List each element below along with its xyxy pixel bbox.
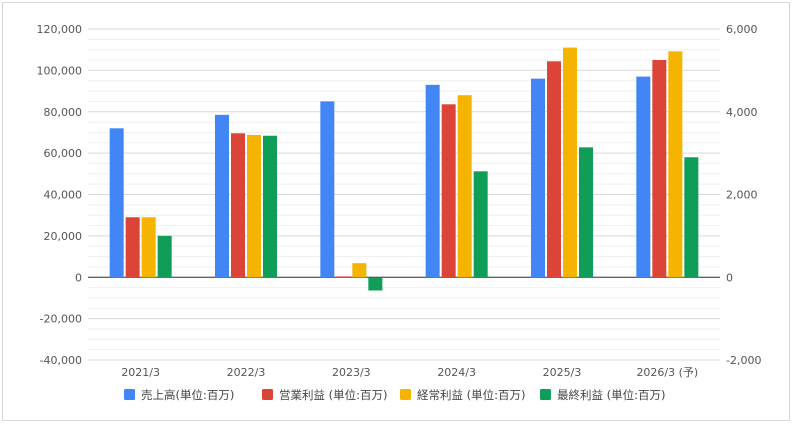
- bar-2-4: [441, 104, 456, 278]
- bar-2-6: [652, 60, 667, 278]
- legend-swatch: [262, 389, 273, 400]
- right-tick-label: -2,000: [726, 354, 761, 367]
- left-tick-label: -40,000: [40, 354, 82, 367]
- bar-2-1: [125, 217, 140, 278]
- x-tick-label: 2021/3: [121, 366, 160, 379]
- bar-2-3: [336, 276, 351, 278]
- legend-swatch: [540, 389, 551, 400]
- x-tick-label: 2022/3: [227, 366, 266, 379]
- bar-2-5: [547, 61, 561, 278]
- left-axis: 120,000 100,000 80,000 60,000 40,000 20,000 0 -…: [37, 23, 83, 367]
- left-tick-label: 0: [75, 271, 82, 284]
- bar-4-4: [473, 171, 488, 278]
- bar-3-2: [247, 134, 261, 278]
- bar-4-1: [157, 235, 172, 278]
- left-tick-label: 100,000: [37, 64, 83, 77]
- right-tick-label: 6,000: [726, 23, 758, 36]
- bar-3-4: [457, 95, 472, 278]
- right-tick-label: 2,000: [726, 189, 758, 202]
- legend: 売上高(単位:百万) 営業利益 (単位:百万) 経常利益 (単位:百万) 最終利益 (…: [124, 388, 666, 402]
- left-tick-label: 120,000: [37, 23, 83, 36]
- bar-4-6: [684, 157, 699, 278]
- bar-3-6: [668, 51, 683, 278]
- bar-3-5: [563, 47, 577, 278]
- left-tick-label: -20,000: [40, 313, 82, 326]
- x-tick-label: 2026/3 (予): [636, 366, 698, 379]
- bar-2-2: [231, 133, 245, 278]
- bar-chart: 120,000 100,000 80,000 60,000 40,000 20,000 0 -…: [37, 23, 762, 402]
- left-tick-label: 80,000: [44, 106, 83, 119]
- right-axis: 6,000 4,000 2,000 0 -2,000: [726, 23, 761, 367]
- bar-4-2: [263, 135, 277, 278]
- gridlines: [88, 28, 720, 361]
- bar-1-5: [531, 78, 545, 278]
- left-tick-label: 20,000: [44, 230, 83, 243]
- bar-4-5: [579, 147, 593, 278]
- legend-label: 経常利益 (単位:百万): [417, 388, 526, 402]
- legend-swatch: [400, 389, 411, 400]
- bar-1-3: [320, 101, 335, 278]
- bar-4-3: [368, 277, 383, 291]
- right-tick-label: 0: [726, 271, 733, 284]
- left-tick-label: 60,000: [44, 147, 83, 160]
- bar-1-2: [215, 114, 229, 278]
- bar-3-1: [141, 217, 156, 278]
- legend-label: 営業利益 (単位:百万): [279, 388, 388, 402]
- x-tick-label: 2023/3: [332, 366, 371, 379]
- chart-frame: 120,000 100,000 80,000 60,000 40,000 20,000 0 -…: [2, 2, 790, 421]
- legend-label: 売上高(単位:百万): [141, 388, 234, 402]
- x-tick-label: 2024/3: [437, 366, 476, 379]
- bar-1-6: [636, 76, 651, 278]
- left-tick-label: 40,000: [44, 189, 83, 202]
- right-tick-label: 4,000: [726, 106, 758, 119]
- bars: [109, 47, 699, 291]
- legend-swatch: [124, 389, 135, 400]
- x-tick-label: 2025/3: [543, 366, 582, 379]
- legend-label: 最終利益 (単位:百万): [557, 388, 666, 402]
- x-axis: 2021/3 2022/3 2023/3 2024/3 2025/3 2026/3 (予): [121, 366, 698, 379]
- bar-1-4: [425, 84, 440, 278]
- bar-3-3: [352, 263, 367, 278]
- bar-1-1: [109, 128, 124, 278]
